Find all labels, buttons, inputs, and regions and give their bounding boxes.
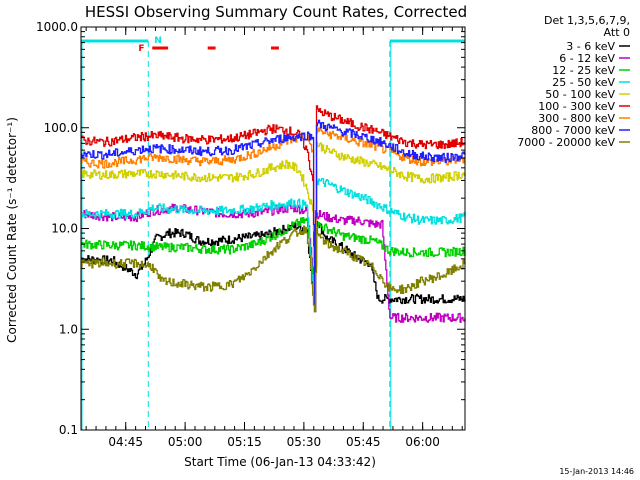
legend-header: Det 1,3,5,6,7,9, bbox=[544, 14, 630, 27]
plot-area: FN bbox=[81, 36, 466, 430]
night-flag-label: N bbox=[154, 36, 162, 46]
y-tick-label: 0.1 bbox=[59, 423, 78, 437]
y-tick-label: 10.0 bbox=[51, 222, 78, 236]
x-tick-label: 05:45 bbox=[346, 435, 381, 449]
series-line bbox=[81, 141, 466, 313]
x-tick-label: 05:00 bbox=[168, 435, 203, 449]
legend-label: 300 - 800 keV bbox=[538, 112, 615, 125]
legend-label: 100 - 300 keV bbox=[538, 100, 615, 113]
legend-label: 25 - 50 keV bbox=[552, 76, 615, 89]
y-tick-label: 100.0 bbox=[44, 121, 78, 135]
series-line bbox=[81, 119, 466, 313]
y-tick-label: 1.0 bbox=[59, 322, 78, 336]
legend-label: 6 - 12 keV bbox=[559, 52, 615, 65]
legend-label: 7000 - 20000 keV bbox=[517, 136, 615, 149]
axes: 0.1 1.0 10.0 100.0 1000.0 04:45 05:00 05:15 05:3… bbox=[36, 20, 466, 449]
y-axis-label: Corrected Count Rate (s⁻¹ detector⁻¹) bbox=[5, 117, 19, 343]
series-line bbox=[81, 217, 466, 290]
series-line bbox=[81, 177, 466, 313]
x-tick-label: 05:30 bbox=[287, 435, 322, 449]
legend-label: 50 - 100 keV bbox=[545, 88, 615, 101]
x-tick-label: 05:15 bbox=[227, 435, 262, 449]
x-tick-label: 04:45 bbox=[108, 435, 143, 449]
flare-flag-label: F bbox=[138, 44, 144, 54]
series-line bbox=[81, 105, 466, 313]
legend-label: 800 - 7000 keV bbox=[531, 124, 615, 137]
chart-title: HESSI Observing Summary Count Rates, Cor… bbox=[85, 3, 467, 21]
footer-timestamp: 15-Jan-2013 14:46 bbox=[559, 467, 634, 476]
legend-label: 12 - 25 keV bbox=[552, 64, 615, 77]
series-line bbox=[81, 127, 466, 313]
x-axis-label: Start Time (06-Jan-13 04:33:42) bbox=[184, 455, 376, 469]
x-tick-label: 06:00 bbox=[405, 435, 440, 449]
series-line bbox=[81, 225, 466, 313]
plot-frame bbox=[80, 26, 466, 431]
legend-header: Att 0 bbox=[604, 26, 630, 39]
y-tick-label: 1000.0 bbox=[36, 20, 78, 34]
legend-label: 3 - 6 keV bbox=[566, 40, 615, 53]
